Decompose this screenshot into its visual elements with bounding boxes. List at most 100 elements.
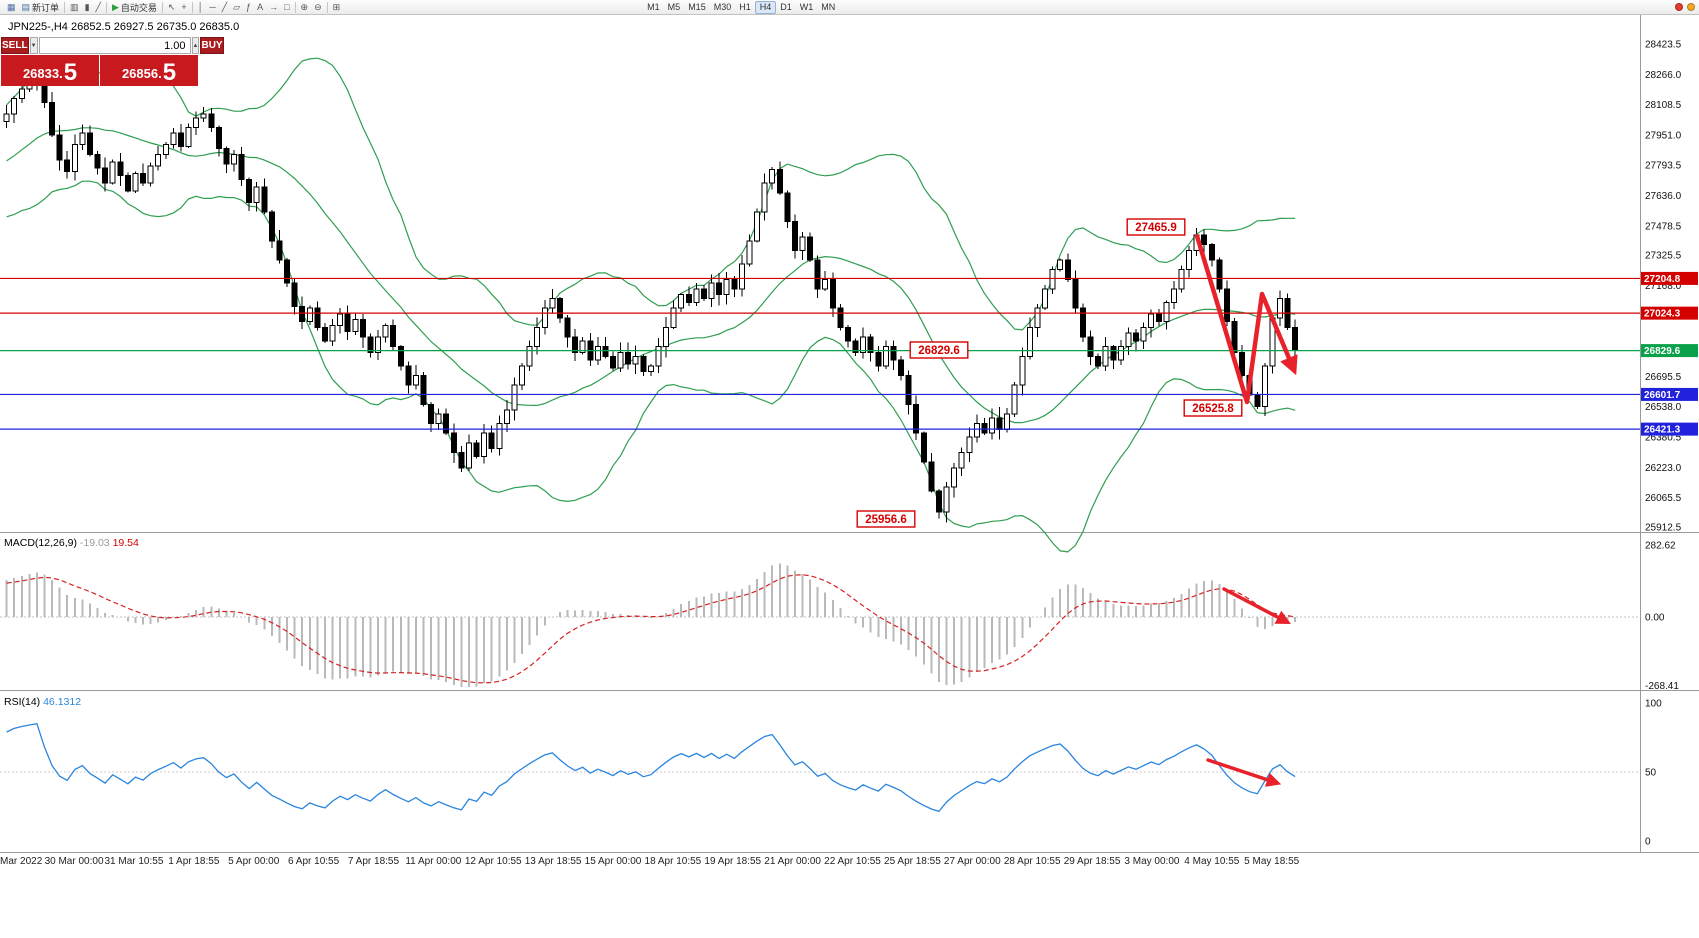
- svg-text:5 Apr 00:00: 5 Apr 00:00: [228, 856, 280, 867]
- buy-price-box[interactable]: 26856. 5: [100, 55, 198, 86]
- trendline-icon-button[interactable]: ╱: [219, 1, 230, 14]
- svg-text:11 Apr 00:00: 11 Apr 00:00: [405, 856, 461, 867]
- candles-group: [3, 65, 1299, 523]
- crosshair-icon-button[interactable]: +: [178, 1, 189, 14]
- svg-text:30 Mar 00:00: 30 Mar 00:00: [45, 856, 104, 867]
- svg-text:7 Apr 18:55: 7 Apr 18:55: [348, 856, 400, 867]
- svg-text:28 Mar 2022: 28 Mar 2022: [0, 856, 43, 867]
- chart-ohlc-legend: JPN225-,H4 26852.5 26927.5 26735.0 26835…: [8, 21, 240, 33]
- svg-text:27636.0: 27636.0: [1645, 191, 1682, 202]
- svg-text:15 Apr 00:00: 15 Apr 00:00: [585, 856, 642, 867]
- horizontal-line-icon-button[interactable]: ─: [206, 1, 218, 14]
- volume-input[interactable]: [38, 37, 191, 54]
- shapes-icon-glyph: □: [284, 1, 290, 12]
- auto-trading-button-label: 自动交易: [120, 2, 157, 13]
- chart-window-icon-button[interactable]: ▦: [4, 1, 19, 14]
- svg-text:26421.3: 26421.3: [1644, 425, 1681, 436]
- fibonacci-icon-glyph: ƒ: [246, 1, 252, 12]
- cursor-icon-button[interactable]: ↖: [165, 1, 179, 14]
- svg-text:6 Apr 10:55: 6 Apr 10:55: [288, 856, 340, 867]
- svg-text:50: 50: [1645, 768, 1657, 779]
- svg-text:26695.5: 26695.5: [1645, 372, 1682, 383]
- toolbar-separator: [105, 1, 107, 13]
- tile-windows-icon-button[interactable]: ⊞: [330, 1, 344, 14]
- fibonacci-icon-button[interactable]: ƒ: [243, 1, 254, 14]
- price-annotations[interactable]: 27465.9 26829.6 26525.8 25956.6: [856, 218, 1243, 528]
- vertical-line-icon-button[interactable]: │: [195, 1, 207, 14]
- arrow-object-icon-glyph: →: [269, 1, 279, 12]
- volume-up-button[interactable]: ▲: [191, 37, 200, 54]
- zoom-out-icon-glyph: ⊖: [314, 1, 322, 12]
- timeframe-mn-button[interactable]: MN: [821, 1, 836, 12]
- notification-orange-dot[interactable]: [1687, 3, 1695, 11]
- candlestick-chart-icon-glyph: ▮: [84, 1, 90, 12]
- svg-text:26525.8: 26525.8: [1192, 403, 1234, 415]
- svg-text:27024.3: 27024.3: [1644, 309, 1681, 320]
- status-indicators: [1671, 3, 1695, 11]
- zoom-out-icon-button[interactable]: ⊖: [311, 1, 325, 14]
- new-order-button[interactable]: ▤ 新订单: [19, 1, 63, 14]
- macd-histogram: [5, 563, 1297, 687]
- sell-price-box[interactable]: 26833. 5: [1, 55, 99, 86]
- svg-text:5 May 18:55: 5 May 18:55: [1244, 856, 1299, 867]
- svg-text:1 Apr 18:55: 1 Apr 18:55: [168, 856, 220, 867]
- timeframe-m15-button[interactable]: M15: [688, 1, 706, 12]
- sell-button[interactable]: SELL: [1, 37, 29, 54]
- toolbar-buttons: ▦ ▤ 新订单 ▥ ▮ ╱ ▶ 自动交易 ↖ + │ ─ ╱ ▱ ƒ A → □ ⊕ ⊖ ⊞: [4, 1, 343, 14]
- toolbar-separator: [191, 1, 193, 13]
- timeframe-m1-button[interactable]: M1: [647, 1, 660, 12]
- svg-text:26380.5: 26380.5: [1645, 432, 1682, 443]
- auto-trading-button[interactable]: ▶ 自动交易: [109, 1, 160, 14]
- horizontal-line-icon-glyph: ─: [209, 1, 216, 12]
- timeframe-m5-button[interactable]: M5: [667, 1, 681, 12]
- horizontal-level-lines[interactable]: 27204.8 27024.3 26829.6 26601.7 26421.3: [0, 271, 1698, 436]
- connection-status-red-dot[interactable]: [1675, 3, 1683, 11]
- new-order-glyph: ▤: [21, 1, 31, 12]
- text-icon-button[interactable]: A: [254, 1, 266, 14]
- trend-arrows[interactable]: [1194, 233, 1298, 787]
- svg-text:27325.5: 27325.5: [1645, 251, 1682, 262]
- candlestick-chart-icon-button[interactable]: ▮: [82, 1, 93, 14]
- buy-button[interactable]: BUY: [200, 37, 224, 54]
- svg-text:-268.41: -268.41: [1645, 681, 1679, 692]
- svg-text:27951.0: 27951.0: [1645, 130, 1682, 141]
- vertical-line-icon-glyph: │: [197, 1, 204, 12]
- bar-chart-icon-glyph: ▥: [70, 1, 79, 12]
- timeframe-h1-button[interactable]: H1: [739, 1, 751, 12]
- channel-icon-glyph: ▱: [233, 1, 241, 12]
- line-chart-icon-button[interactable]: ╱: [93, 1, 104, 14]
- timeframe-d1-button[interactable]: D1: [780, 1, 792, 12]
- volume-down-button[interactable]: ▼: [29, 37, 38, 54]
- svg-text:25 Apr 18:55: 25 Apr 18:55: [884, 856, 941, 867]
- price-axis-ticks[interactable]: 28423.5 28266.0 28108.5 27951.0 27793.5 27636…: [1645, 40, 1682, 534]
- zoom-in-icon-button[interactable]: ⊕: [298, 1, 312, 14]
- svg-text:26829.6: 26829.6: [918, 345, 960, 357]
- macd-label: MACD(12,26,9) -19.03 19.54: [4, 537, 139, 549]
- main-toolbar: ▦ ▤ 新订单 ▥ ▮ ╱ ▶ 自动交易 ↖ + │ ─ ╱ ▱ ƒ A → □ ⊕ ⊖ ⊞ M1 M5 M15 M30 H1 H…: [0, 0, 1699, 15]
- one-click-trading-panel: SELL ▼ ▲ BUY 26833. 5 26856. 5: [1, 37, 224, 86]
- bar-chart-icon-button[interactable]: ▥: [67, 1, 82, 14]
- svg-text:26601.7: 26601.7: [1644, 390, 1681, 401]
- arrow-object-icon-button[interactable]: →: [266, 1, 281, 14]
- chart-window-icon-glyph: ▦: [7, 1, 16, 12]
- timeframe-h4-button[interactable]: H4: [754, 0, 777, 14]
- timeframe-w1-button[interactable]: W1: [799, 1, 814, 12]
- channel-icon-button[interactable]: ▱: [230, 1, 243, 14]
- toolbar-separator: [161, 1, 163, 13]
- svg-text:19 Apr 18:55: 19 Apr 18:55: [704, 856, 761, 867]
- svg-text:100: 100: [1645, 699, 1662, 710]
- svg-text:28108.5: 28108.5: [1645, 100, 1682, 111]
- svg-text:22 Apr 10:55: 22 Apr 10:55: [824, 856, 881, 867]
- one-click-prices-row: 26833. 5 26856. 5: [1, 55, 198, 86]
- svg-text:27465.9: 27465.9: [1135, 222, 1177, 234]
- timeframe-m30-button[interactable]: M30: [713, 1, 732, 12]
- svg-text:18 Apr 10:55: 18 Apr 10:55: [645, 856, 702, 867]
- trendline-icon-glyph: ╱: [221, 1, 228, 12]
- svg-text:26538.0: 26538.0: [1645, 402, 1682, 413]
- svg-text:29 Apr 18:55: 29 Apr 18:55: [1064, 856, 1121, 867]
- svg-text:26829.6: 26829.6: [1644, 346, 1681, 357]
- shapes-icon-button[interactable]: □: [281, 1, 292, 14]
